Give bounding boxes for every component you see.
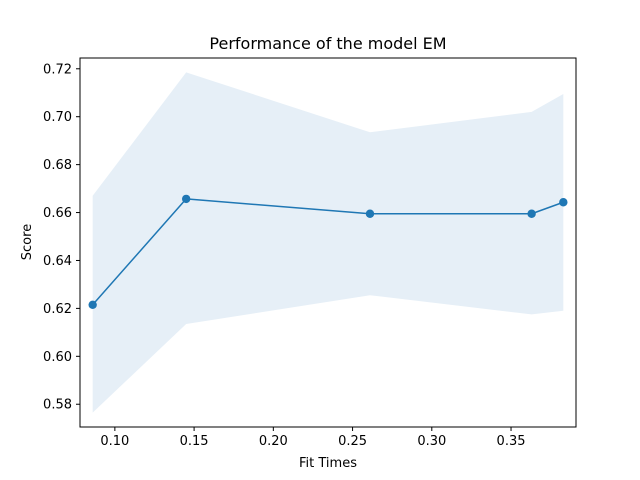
data-point <box>181 194 191 204</box>
plot-frame <box>79 57 577 428</box>
chart-title: Performance of the model EM <box>209 34 446 53</box>
x-axis-ticks: 0.10 0.15 0.20 0.25 0.30 0.35 <box>100 427 526 449</box>
y-axis-ticks: 0.58 0.60 0.62 0.64 0.66 0.68 0.70 0.72 <box>43 62 80 413</box>
x-tick-label: 0.20 <box>259 434 288 449</box>
y-tick-label: 0.62 <box>43 302 72 317</box>
confidence-band-layer <box>92 72 564 413</box>
x-tick-label: 0.10 <box>100 434 129 449</box>
y-tick-label: 0.60 <box>43 350 72 365</box>
x-tick-label: 0.15 <box>180 434 209 449</box>
y-tick-label: 0.66 <box>43 206 72 221</box>
y-tick-label: 0.64 <box>43 254 72 269</box>
y-tick-label: 0.72 <box>43 62 72 77</box>
x-tick-label: 0.25 <box>338 434 367 449</box>
y-tick-label: 0.68 <box>43 158 72 173</box>
data-point <box>88 300 97 309</box>
data-point <box>527 209 536 218</box>
confidence-band <box>92 72 564 413</box>
x-tick-label: 0.35 <box>497 434 526 449</box>
y-tick-label: 0.70 <box>43 110 72 125</box>
y-tick-label: 0.58 <box>43 398 72 413</box>
data-point <box>365 209 375 218</box>
series-point-layer <box>88 194 568 309</box>
x-axis-label: Fit Times <box>299 456 357 471</box>
y-axis-label: Score <box>20 224 35 260</box>
x-tick-label: 0.30 <box>417 434 446 449</box>
data-point <box>559 198 568 207</box>
